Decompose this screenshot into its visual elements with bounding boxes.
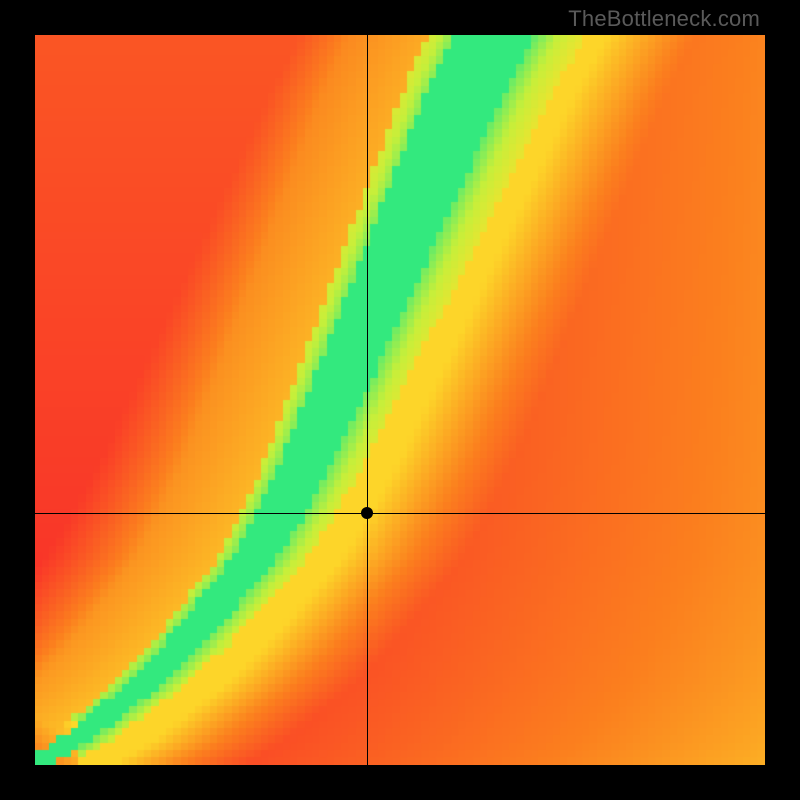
- crosshair-marker: [361, 507, 373, 519]
- watermark-text: TheBottleneck.com: [568, 6, 760, 32]
- bottleneck-heatmap: [35, 35, 765, 765]
- crosshair-horizontal: [35, 513, 765, 514]
- crosshair-vertical: [367, 35, 368, 765]
- chart-container: TheBottleneck.com: [0, 0, 800, 800]
